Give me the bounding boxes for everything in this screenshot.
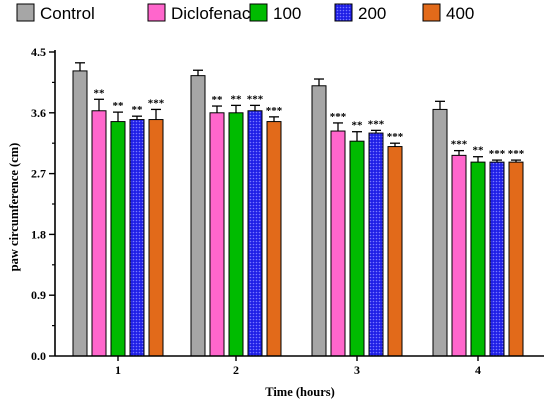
bar-control-t1: [72, 70, 88, 357]
y-tick-label: 0.9: [31, 288, 46, 302]
significance-mark: ***: [368, 118, 385, 130]
significance-mark: **: [473, 145, 485, 157]
significance-mark: ***: [387, 131, 404, 143]
x-tick-label: 2: [233, 363, 239, 377]
legend-label: 200: [358, 4, 386, 23]
bar-diclofenac-t1: [91, 110, 107, 357]
bar-control-t4: [432, 108, 448, 357]
y-tick-label: 3.6: [31, 106, 46, 120]
bar-100-t2: [228, 112, 244, 357]
significance-mark: ***: [266, 105, 283, 117]
legend: Control Diclofenac 100 200 400: [16, 3, 474, 23]
legend-swatch: [422, 3, 441, 22]
legend-label: Diclofenac: [171, 4, 251, 23]
significance-mark: **: [352, 120, 364, 132]
bar-400-t1: [148, 119, 164, 357]
x-tick-label: 1: [115, 363, 121, 377]
significance-mark: **: [94, 87, 106, 99]
axes: 0.0 0.9 1.8 2.7 3.6 4.5 1 2 3 4: [31, 45, 544, 377]
x-tick-label: 3: [354, 363, 360, 377]
significance-mark: **: [113, 100, 125, 112]
significance-mark: ***: [148, 97, 165, 109]
significance-mark: **: [212, 94, 224, 106]
y-axis-title: paw circumference (cm): [7, 143, 21, 272]
bar-200-t4: [489, 161, 505, 357]
bar-200-t1: [129, 119, 145, 357]
legend-label: Control: [40, 4, 95, 23]
significance-mark: ***: [451, 139, 468, 151]
significance-mark: ***: [330, 111, 347, 123]
bar-control-t3: [311, 85, 327, 357]
bar-400-t3: [387, 146, 403, 357]
bar-400-t4: [508, 161, 524, 357]
significance-mark: ***: [247, 93, 264, 105]
bar-400-t2: [266, 121, 282, 357]
bars: [72, 70, 524, 357]
x-tick-label: 4: [475, 363, 481, 377]
y-tick-label: 1.8: [31, 227, 46, 241]
bar-100-t1: [110, 121, 126, 357]
significance-mark: ***: [508, 148, 525, 160]
significance-mark: **: [231, 93, 243, 105]
legend-label: 100: [273, 4, 301, 23]
bar-200-t3: [368, 132, 384, 357]
significance-mark: **: [132, 104, 144, 116]
bar-100-t3: [349, 140, 365, 357]
significance-mark: ***: [489, 148, 506, 160]
bar-diclofenac-t2: [209, 112, 225, 357]
bar-diclofenac-t3: [330, 130, 346, 357]
x-axis-title: Time (hours): [265, 385, 335, 399]
bar-100-t4: [470, 161, 486, 357]
bar-200-t2: [247, 110, 263, 357]
bar-diclofenac-t4: [451, 154, 467, 357]
legend-swatch: [334, 3, 353, 22]
bar-control-t2: [190, 75, 206, 357]
y-tick-label: 2.7: [31, 167, 46, 181]
legend-swatch: [249, 3, 268, 22]
significance-marks: ****************************************…: [94, 87, 525, 160]
legend-label: 400: [446, 4, 474, 23]
y-tick-label: 4.5: [31, 45, 46, 59]
legend-swatch: [147, 3, 166, 22]
y-tick-label: 0.0: [31, 349, 46, 363]
legend-swatch: [16, 3, 35, 22]
error-bars: [75, 62, 521, 163]
